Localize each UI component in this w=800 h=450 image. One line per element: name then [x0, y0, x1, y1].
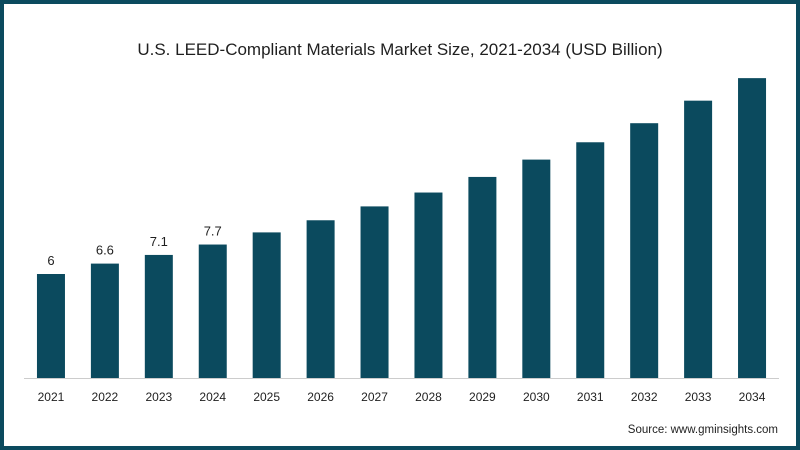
- x-tick-label: 2029: [469, 390, 496, 404]
- bar-2033: [684, 100, 713, 379]
- data-label: 7.1: [150, 234, 168, 249]
- x-tick-label: 2032: [631, 390, 658, 404]
- bar-2027: [360, 206, 389, 378]
- x-tick-label: 2027: [361, 390, 388, 404]
- x-tick-label: 2022: [92, 390, 119, 404]
- bar-2031: [576, 142, 605, 378]
- bar-2030: [522, 159, 551, 378]
- x-tick-label: 2031: [577, 390, 604, 404]
- x-tick-label: 2030: [523, 390, 550, 404]
- x-tick-label: 2028: [415, 390, 442, 404]
- x-tick-label: 2026: [307, 390, 334, 404]
- chart-title: U.S. LEED-Compliant Materials Market Siz…: [137, 40, 663, 59]
- bar-2026: [306, 220, 335, 378]
- x-tick-label: 2024: [199, 390, 226, 404]
- bar-2024: [198, 244, 227, 378]
- x-tick-label: 2021: [38, 390, 65, 404]
- x-tick-label: 2025: [253, 390, 280, 404]
- bar-2021: [36, 274, 65, 378]
- bar-2032: [630, 123, 659, 378]
- x-tick-label: 2034: [739, 390, 766, 404]
- bar-2029: [468, 176, 497, 378]
- data-label: 6: [47, 253, 54, 268]
- bar-2028: [414, 192, 443, 378]
- bar-2023: [144, 254, 173, 378]
- bar-2034: [738, 78, 767, 378]
- x-tick-label: 2023: [145, 390, 172, 404]
- bar-2022: [90, 263, 119, 378]
- bar-2025: [252, 232, 281, 378]
- data-label: 6.6: [96, 243, 114, 258]
- data-label: 7.7: [204, 224, 222, 239]
- x-tick-label: 2033: [685, 390, 712, 404]
- source-note: Source: www.gminsights.com: [627, 424, 778, 436]
